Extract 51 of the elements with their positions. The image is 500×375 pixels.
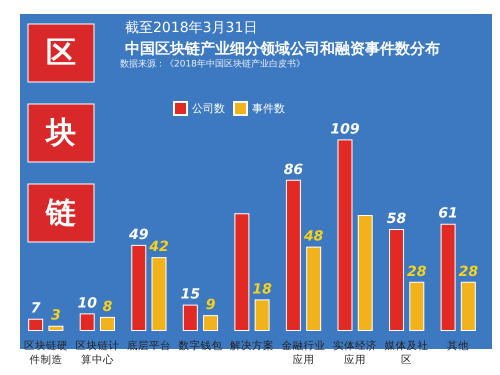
annotation: 链 <box>45 196 76 230</box>
annotation: 块 <box>44 116 76 150</box>
data-label: 10 <box>77 295 98 312</box>
data-label: 49 <box>128 226 149 243</box>
data-label: 9 <box>206 297 216 314</box>
bar <box>358 214 373 331</box>
x-tick-label: 底层平台 <box>126 339 171 352</box>
data-label: 48 <box>302 228 324 245</box>
bar <box>409 282 424 331</box>
data-label: 3 <box>51 308 61 324</box>
bar <box>234 213 250 331</box>
data-label: 42 <box>148 239 169 256</box>
data-label: 7 <box>30 300 41 317</box>
bar <box>440 224 456 331</box>
data-label: 15 <box>180 286 200 303</box>
bar <box>286 180 301 331</box>
bar <box>28 318 44 331</box>
data-label: 28 <box>407 264 427 280</box>
bar <box>80 313 95 331</box>
bar <box>389 229 404 331</box>
bar <box>100 316 115 331</box>
legend-label: 公司数 <box>192 102 225 115</box>
data-label: 109 <box>330 121 360 138</box>
data-label: 58 <box>386 211 407 228</box>
data-label: 28 <box>458 264 478 280</box>
source-note: 数据来源：《2018年中国区块链产业白皮书》 <box>120 58 305 70</box>
x-tick-label: 实体经济应用 <box>333 339 378 366</box>
chart-title: 中国区块链产业细分领域公司和融资事件数分布 <box>125 40 440 58</box>
bar <box>131 244 146 331</box>
bar <box>460 282 476 331</box>
data-label: 86 <box>284 162 304 178</box>
bar <box>152 257 167 331</box>
x-tick-label: 其他 <box>447 339 470 352</box>
bar <box>48 326 64 331</box>
x-tick-label: 解决方案 <box>230 339 274 352</box>
x-tick-label: 数字钱包 <box>178 339 222 352</box>
data-label: 61 <box>438 206 458 222</box>
data-label: 8 <box>102 298 113 315</box>
bar <box>337 139 352 331</box>
legend-label: 事件数 <box>252 102 285 115</box>
x-tick-label: 区块链计算中心 <box>75 339 120 366</box>
x-tick-label: 媒体及社区 <box>384 339 429 366</box>
bar <box>254 299 270 331</box>
chart-subtitle: 截至2018年3月31日 <box>125 20 258 36</box>
data-label: 18 <box>252 281 272 298</box>
bar <box>182 304 198 331</box>
bar <box>203 315 218 331</box>
x-tick-label: 区块链硬件制造 <box>24 339 68 366</box>
x-tick-label: 金融行业应用 <box>282 339 326 366</box>
text: 区 <box>46 36 76 70</box>
bar <box>306 246 322 331</box>
